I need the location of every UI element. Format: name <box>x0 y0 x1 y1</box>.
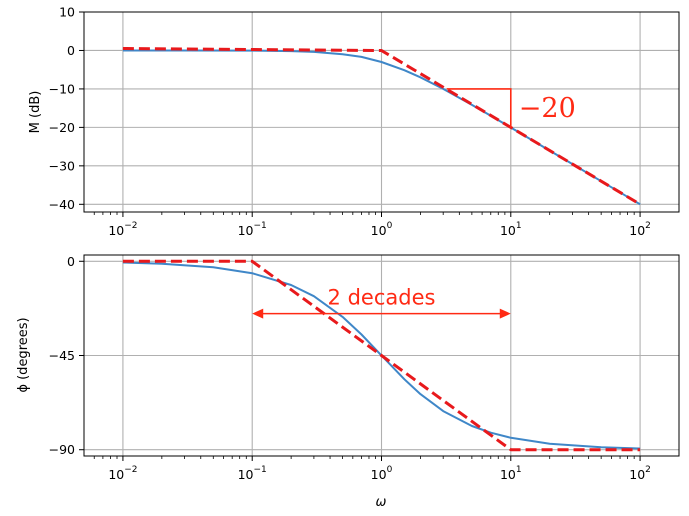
x-tick-label: 10−2 <box>108 465 137 482</box>
y-tick-label: −45 <box>49 348 75 363</box>
asymptote-dashed-line <box>122 47 641 206</box>
y-tick-label: −10 <box>49 81 75 96</box>
x-tick-label: 102 <box>629 465 651 482</box>
arrow-right-head <box>499 308 511 319</box>
slope-triangle <box>446 88 512 128</box>
slope-label: −20 <box>519 93 576 124</box>
arrow-left-head <box>252 308 264 319</box>
phase-series <box>122 259 641 452</box>
x-tick-label: 10−2 <box>108 221 137 238</box>
y-tick-label: −40 <box>49 197 75 212</box>
x-axis-label: ω <box>376 495 387 510</box>
magnitude-plot-border <box>83 11 680 213</box>
y-tick-label: 0 <box>67 254 75 269</box>
y-tick-label: −90 <box>49 442 75 457</box>
x-tick-label: 10−1 <box>238 465 267 482</box>
magnitude-gridlines <box>84 11 679 212</box>
exact-response-line <box>122 261 641 450</box>
magnitude-series <box>122 47 641 206</box>
decades-annotation: 2 decades <box>252 286 511 319</box>
phase-plot-border <box>83 254 680 457</box>
x-tick-label: 101 <box>500 465 522 482</box>
y-tick-label: −30 <box>49 158 75 173</box>
magnitude-y-axis-label: M (dB) <box>28 91 43 134</box>
slope-annotation: −20 <box>446 88 576 128</box>
x-tick-label: 101 <box>500 221 522 238</box>
x-tick-label: 10−1 <box>238 221 267 238</box>
y-tick-label: 0 <box>67 43 75 58</box>
x-tick-label: 100 <box>371 221 393 238</box>
x-tick-label: 102 <box>629 221 651 238</box>
y-tick-label: 10 <box>59 5 75 20</box>
phase-plot: 10−2 10−1 100 101 102 0 −45 −90 2 decades ϕ (de… <box>16 254 680 510</box>
asymptote-dashed-line <box>122 259 641 452</box>
x-tick-label: 100 <box>371 465 393 482</box>
y-tick-label: −20 <box>49 120 75 135</box>
phase-y-axis-label: ϕ (degrees) <box>16 317 31 392</box>
decades-label: 2 decades <box>328 286 436 310</box>
